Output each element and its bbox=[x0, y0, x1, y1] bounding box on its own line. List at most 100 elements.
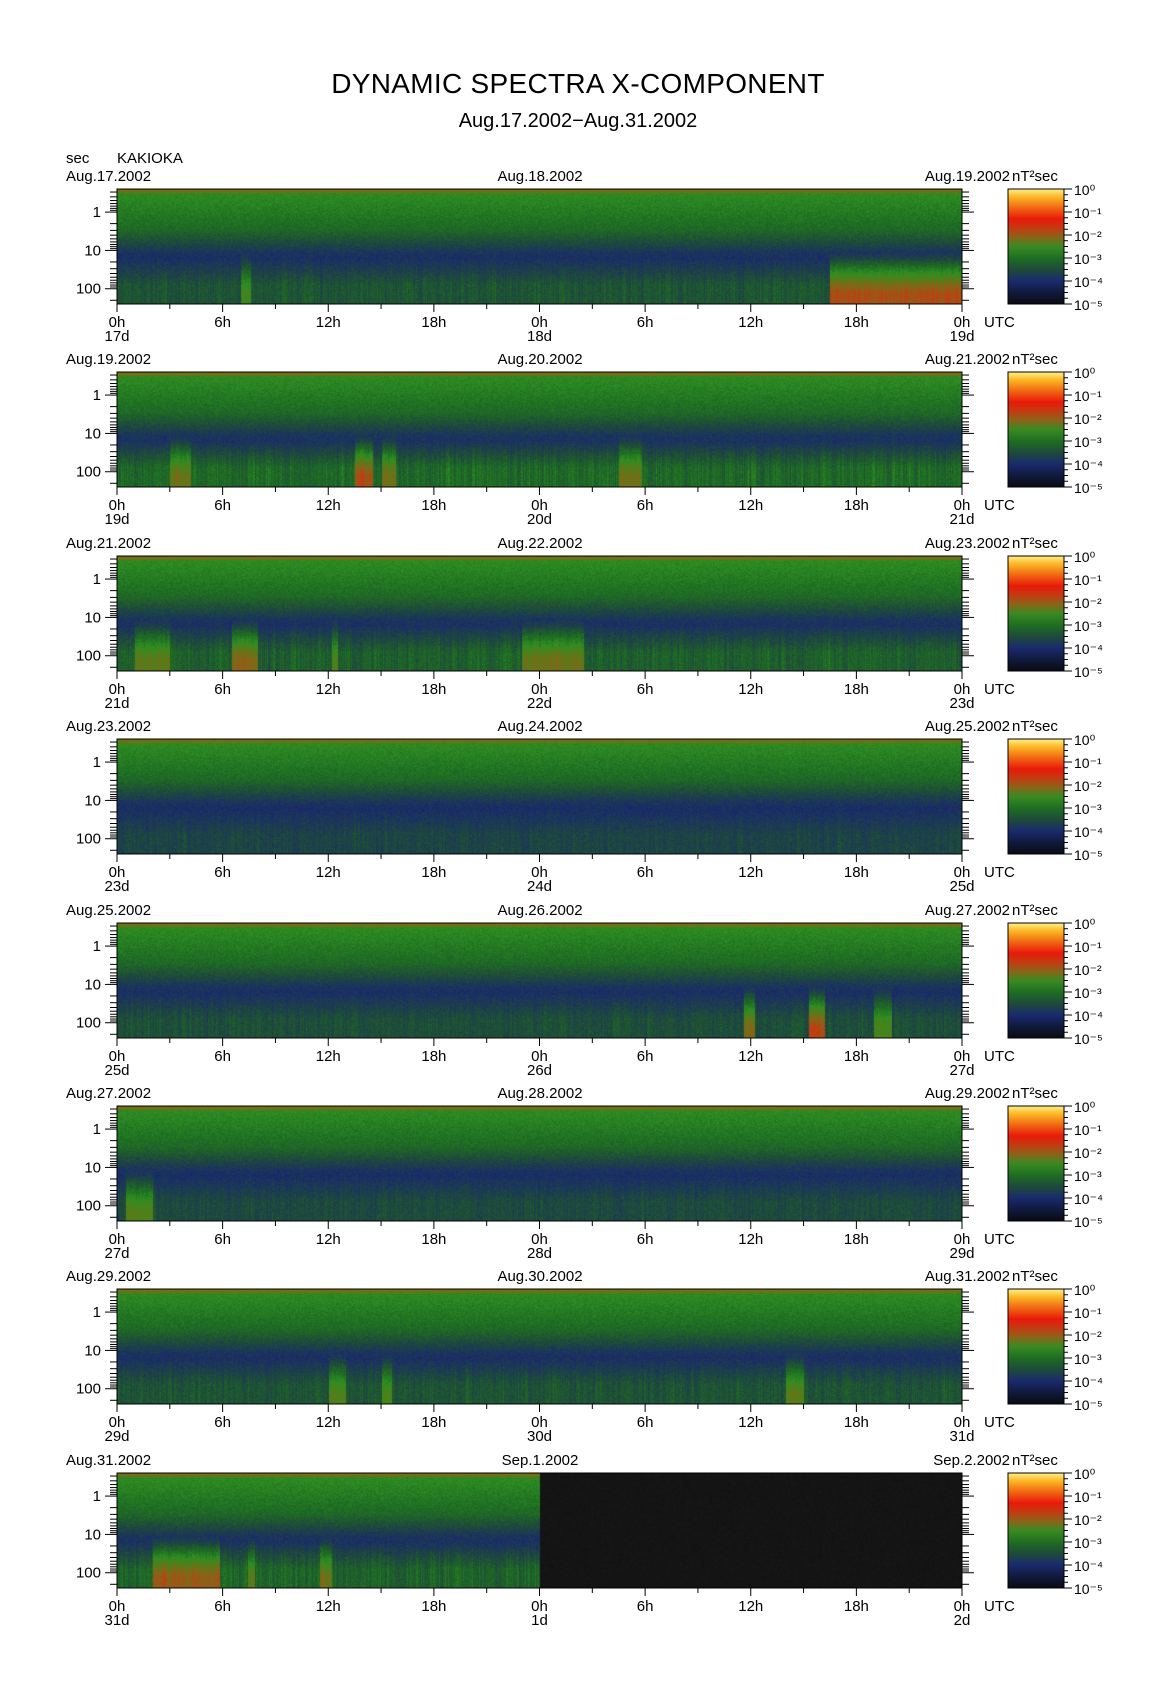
colorbar-tick-label: 10⁰ bbox=[1074, 1282, 1096, 1298]
spectra-panel-7: Aug.29.2002 Aug.30.2002 Aug.31.2002 nT²sec 1… bbox=[66, 1268, 1103, 1445]
date-range-subtitle: Aug.17.2002−Aug.31.2002 bbox=[458, 110, 698, 132]
x-tick-label: 0h bbox=[954, 864, 971, 881]
colorbar-tick-label: 10⁻³ bbox=[1074, 1351, 1102, 1367]
colorbar-tick-label: 10⁻⁵ bbox=[1074, 1031, 1103, 1047]
x-day-label: 20d bbox=[527, 511, 552, 528]
x-tick-label: 6h bbox=[637, 681, 654, 698]
x-tick-label: 6h bbox=[214, 497, 231, 514]
x-tick-label: 18h bbox=[844, 1414, 869, 1431]
x-tick-label: 6h bbox=[637, 314, 654, 331]
x-day-label: 17d bbox=[104, 328, 129, 345]
day-label-end: Aug.19.2002 bbox=[925, 168, 1010, 185]
y-tick-label: 100 bbox=[76, 831, 101, 848]
x-tick-label: 0h bbox=[109, 1231, 126, 1248]
colorbar-unit-label: nT²sec bbox=[1012, 718, 1058, 735]
colorbar-tick-label: 10⁻⁴ bbox=[1074, 1008, 1103, 1024]
utc-label: UTC bbox=[984, 1048, 1015, 1065]
x-tick-label: 6h bbox=[637, 1231, 654, 1248]
colorbar-tick-label: 10⁻⁴ bbox=[1074, 457, 1103, 473]
x-tick-label: 0h bbox=[531, 1048, 548, 1065]
x-tick-label: 12h bbox=[738, 1048, 763, 1065]
y-tick-label: 10 bbox=[84, 792, 101, 809]
x-tick-label: 6h bbox=[637, 1048, 654, 1065]
colorbar-tick-label: 10⁻¹ bbox=[1074, 755, 1102, 771]
colorbar-tick-label: 10⁻² bbox=[1074, 595, 1102, 611]
x-tick-label: 0h bbox=[954, 497, 971, 514]
x-day-label: 18d bbox=[527, 328, 552, 345]
y-tick-label: 1 bbox=[93, 204, 101, 221]
colorbar bbox=[1007, 1288, 1065, 1405]
day-label-mid: Aug.30.2002 bbox=[497, 1268, 582, 1285]
day-label-start: Aug.29.2002 bbox=[66, 1268, 151, 1285]
colorbar-tick-label: 10⁰ bbox=[1074, 549, 1096, 565]
colorbar-unit-label: nT²sec bbox=[1012, 1452, 1058, 1469]
x-tick-label: 0h bbox=[109, 864, 126, 881]
day-label-start: Aug.27.2002 bbox=[66, 1085, 151, 1102]
utc-label: UTC bbox=[984, 1231, 1015, 1248]
colorbar-tick-label: 10⁻⁵ bbox=[1074, 1214, 1103, 1230]
x-day-label: 31d bbox=[104, 1612, 129, 1629]
x-day-label: 30d bbox=[527, 1428, 552, 1445]
y-tick-label: 100 bbox=[76, 1015, 101, 1032]
x-tick-label: 12h bbox=[316, 497, 341, 514]
colorbar-tick-label: 10⁻¹ bbox=[1074, 939, 1102, 955]
day-label-end: Aug.29.2002 bbox=[925, 1085, 1010, 1102]
spectrogram-image bbox=[117, 189, 962, 304]
spectrogram-image bbox=[117, 1289, 962, 1404]
day-label-start: Aug.31.2002 bbox=[66, 1452, 151, 1469]
x-tick-label: 12h bbox=[738, 864, 763, 881]
spectrogram-image bbox=[117, 1473, 962, 1588]
colorbar-tick-label: 10⁰ bbox=[1074, 732, 1096, 748]
day-label-mid: Sep.1.2002 bbox=[502, 1452, 579, 1469]
x-tick-label: 18h bbox=[421, 864, 446, 881]
y-tick-label: 10 bbox=[84, 425, 101, 442]
x-tick-label: 12h bbox=[316, 1598, 341, 1615]
x-tick-label: 6h bbox=[214, 1414, 231, 1431]
y-tick-label: 100 bbox=[76, 281, 101, 298]
colorbar-tick-label: 10⁻⁵ bbox=[1074, 1581, 1103, 1597]
day-label-start: Aug.21.2002 bbox=[66, 535, 151, 552]
utc-label: UTC bbox=[984, 1414, 1015, 1431]
x-day-label: 19d bbox=[104, 511, 129, 528]
colorbar-tick-label: 10⁻¹ bbox=[1074, 1489, 1102, 1505]
x-tick-label: 6h bbox=[637, 1414, 654, 1431]
colorbar-tick-label: 10⁻² bbox=[1074, 1512, 1102, 1528]
colorbar-tick-label: 10⁻³ bbox=[1074, 801, 1102, 817]
spectrogram-image bbox=[117, 739, 962, 854]
day-label-end: Aug.23.2002 bbox=[925, 535, 1010, 552]
x-tick-label: 18h bbox=[421, 1598, 446, 1615]
day-label-end: Sep.2.2002 bbox=[933, 1452, 1010, 1469]
x-tick-label: 0h bbox=[109, 681, 126, 698]
x-tick-label: 18h bbox=[844, 1598, 869, 1615]
colorbar-tick-label: 10⁰ bbox=[1074, 182, 1096, 198]
x-tick-label: 12h bbox=[316, 681, 341, 698]
y-tick-label: 1 bbox=[93, 387, 101, 404]
colorbar-tick-label: 10⁻⁴ bbox=[1074, 1558, 1103, 1574]
x-tick-label: 12h bbox=[738, 1231, 763, 1248]
spectrogram-image bbox=[117, 372, 962, 487]
day-label-start: Aug.19.2002 bbox=[66, 351, 151, 368]
x-day-label: 25d bbox=[949, 878, 974, 895]
x-tick-label: 18h bbox=[844, 681, 869, 698]
colorbar-tick-label: 10⁻⁴ bbox=[1074, 1191, 1103, 1207]
x-tick-label: 12h bbox=[738, 314, 763, 331]
x-day-label: 31d bbox=[949, 1428, 974, 1445]
colorbar-tick-label: 10⁻¹ bbox=[1074, 572, 1102, 588]
colorbar-tick-label: 10⁻⁵ bbox=[1074, 297, 1103, 313]
y-tick-label: 10 bbox=[84, 1159, 101, 1176]
day-label-start: Aug.17.2002 bbox=[66, 168, 151, 185]
y-tick-label: 1 bbox=[93, 1121, 101, 1138]
x-tick-label: 12h bbox=[316, 1231, 341, 1248]
x-day-label: 26d bbox=[527, 1062, 552, 1079]
x-tick-label: 18h bbox=[844, 1048, 869, 1065]
colorbar-tick-label: 10⁻⁴ bbox=[1074, 824, 1103, 840]
colorbar bbox=[1007, 1472, 1065, 1589]
y-tick-label: 100 bbox=[76, 1198, 101, 1215]
x-day-label: 23d bbox=[949, 695, 974, 712]
y-tick-label: 1 bbox=[93, 754, 101, 771]
x-tick-label: 0h bbox=[954, 1048, 971, 1065]
x-tick-label: 6h bbox=[637, 864, 654, 881]
colorbar-tick-label: 10⁻⁴ bbox=[1074, 641, 1103, 657]
day-label-mid: Aug.20.2002 bbox=[497, 351, 582, 368]
